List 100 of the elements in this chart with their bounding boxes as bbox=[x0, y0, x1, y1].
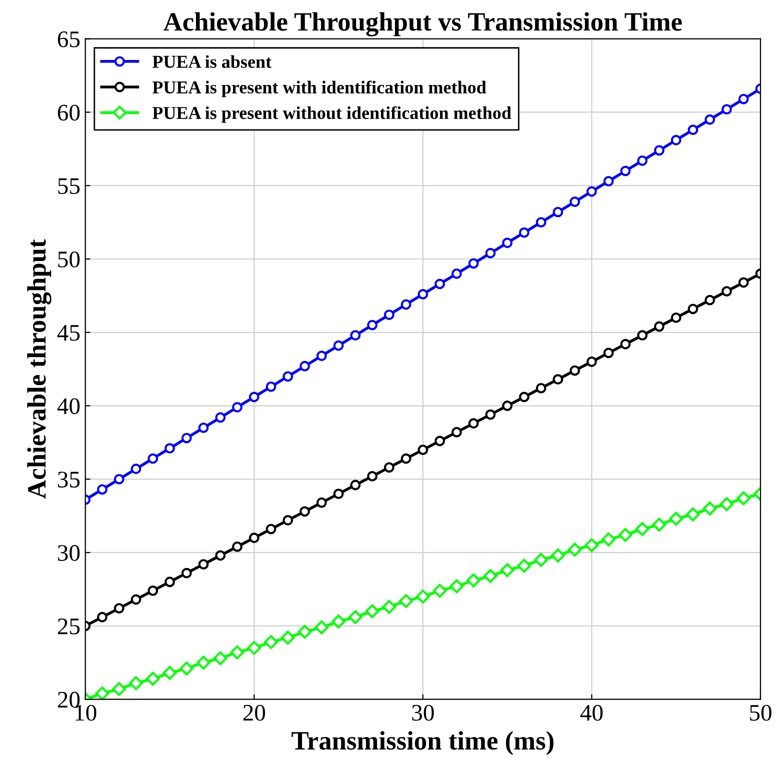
point bbox=[333, 340, 344, 351]
point bbox=[654, 145, 664, 156]
point bbox=[232, 541, 242, 552]
point bbox=[568, 542, 582, 557]
point bbox=[517, 558, 532, 573]
point bbox=[280, 630, 295, 645]
point bbox=[332, 614, 346, 628]
point bbox=[602, 532, 616, 546]
point bbox=[130, 594, 142, 605]
point bbox=[652, 518, 666, 532]
point bbox=[282, 371, 294, 382]
point bbox=[502, 238, 513, 248]
point bbox=[350, 330, 361, 341]
chart-title: Achievable Throughput vs Transmission Time bbox=[164, 12, 682, 36]
point bbox=[129, 676, 143, 690]
point bbox=[434, 278, 446, 290]
point bbox=[534, 552, 548, 567]
point bbox=[230, 645, 244, 660]
point bbox=[688, 124, 698, 136]
point bbox=[97, 484, 108, 495]
point bbox=[552, 374, 564, 385]
x-tick-label: 30 bbox=[412, 704, 434, 721]
legend-label: PUEA is present with identification method bbox=[152, 80, 486, 98]
x-axis-title: Transmission time (ms) bbox=[292, 731, 554, 756]
point bbox=[451, 268, 462, 279]
point bbox=[688, 304, 698, 314]
y-tick-label: 45 bbox=[57, 325, 80, 341]
point bbox=[635, 522, 650, 536]
point bbox=[196, 656, 210, 670]
point bbox=[451, 426, 462, 438]
point bbox=[483, 569, 498, 583]
legend-label: PUEA is present without identification method bbox=[152, 106, 512, 123]
point bbox=[215, 412, 226, 423]
point bbox=[704, 294, 716, 306]
point bbox=[704, 114, 716, 125]
point bbox=[316, 350, 327, 362]
point bbox=[738, 94, 749, 104]
point bbox=[468, 418, 479, 429]
point bbox=[450, 579, 464, 594]
point bbox=[164, 576, 175, 588]
point bbox=[181, 568, 192, 578]
point bbox=[365, 604, 380, 618]
y-tick-label: 35 bbox=[58, 472, 80, 488]
point bbox=[702, 502, 717, 516]
point bbox=[434, 436, 446, 446]
point bbox=[248, 532, 260, 544]
x-tick-label: 40 bbox=[580, 704, 603, 721]
point bbox=[570, 196, 580, 207]
point bbox=[316, 497, 327, 508]
point bbox=[400, 299, 412, 310]
point bbox=[586, 356, 597, 367]
point bbox=[384, 462, 394, 473]
point bbox=[720, 497, 734, 512]
point bbox=[248, 392, 260, 402]
y-tick-label: 60 bbox=[58, 104, 80, 121]
point bbox=[502, 400, 513, 411]
point bbox=[468, 258, 479, 269]
y-tick-label: 65 bbox=[58, 31, 80, 48]
point bbox=[620, 166, 631, 176]
point bbox=[348, 610, 362, 624]
x-tick-label: 50 bbox=[750, 704, 772, 721]
point bbox=[247, 640, 262, 655]
point bbox=[669, 512, 684, 526]
point bbox=[400, 453, 412, 464]
point bbox=[552, 206, 564, 218]
point bbox=[148, 453, 158, 464]
point bbox=[114, 603, 124, 614]
point bbox=[485, 248, 496, 258]
point bbox=[298, 624, 312, 639]
point bbox=[266, 524, 276, 534]
point bbox=[620, 338, 631, 350]
point bbox=[670, 134, 682, 146]
point bbox=[416, 590, 430, 604]
point bbox=[148, 585, 158, 596]
point bbox=[466, 573, 480, 588]
point bbox=[130, 464, 142, 474]
point bbox=[282, 515, 294, 526]
point bbox=[198, 422, 209, 433]
point bbox=[350, 480, 361, 490]
point bbox=[584, 538, 599, 552]
point bbox=[232, 402, 242, 412]
point bbox=[95, 686, 110, 700]
point bbox=[586, 186, 597, 197]
point bbox=[384, 310, 394, 320]
point bbox=[637, 155, 648, 166]
point bbox=[536, 382, 546, 394]
point bbox=[518, 392, 530, 402]
point bbox=[198, 559, 209, 570]
point bbox=[603, 176, 614, 186]
legend-label: PUEA is absent bbox=[152, 55, 272, 68]
point bbox=[314, 620, 329, 634]
point bbox=[500, 563, 514, 578]
point bbox=[112, 682, 126, 696]
point bbox=[432, 584, 447, 598]
point bbox=[213, 651, 228, 666]
point bbox=[181, 432, 192, 444]
point bbox=[551, 548, 565, 562]
point bbox=[637, 330, 648, 341]
point bbox=[300, 506, 310, 517]
x-tick-label: 20 bbox=[243, 704, 266, 721]
